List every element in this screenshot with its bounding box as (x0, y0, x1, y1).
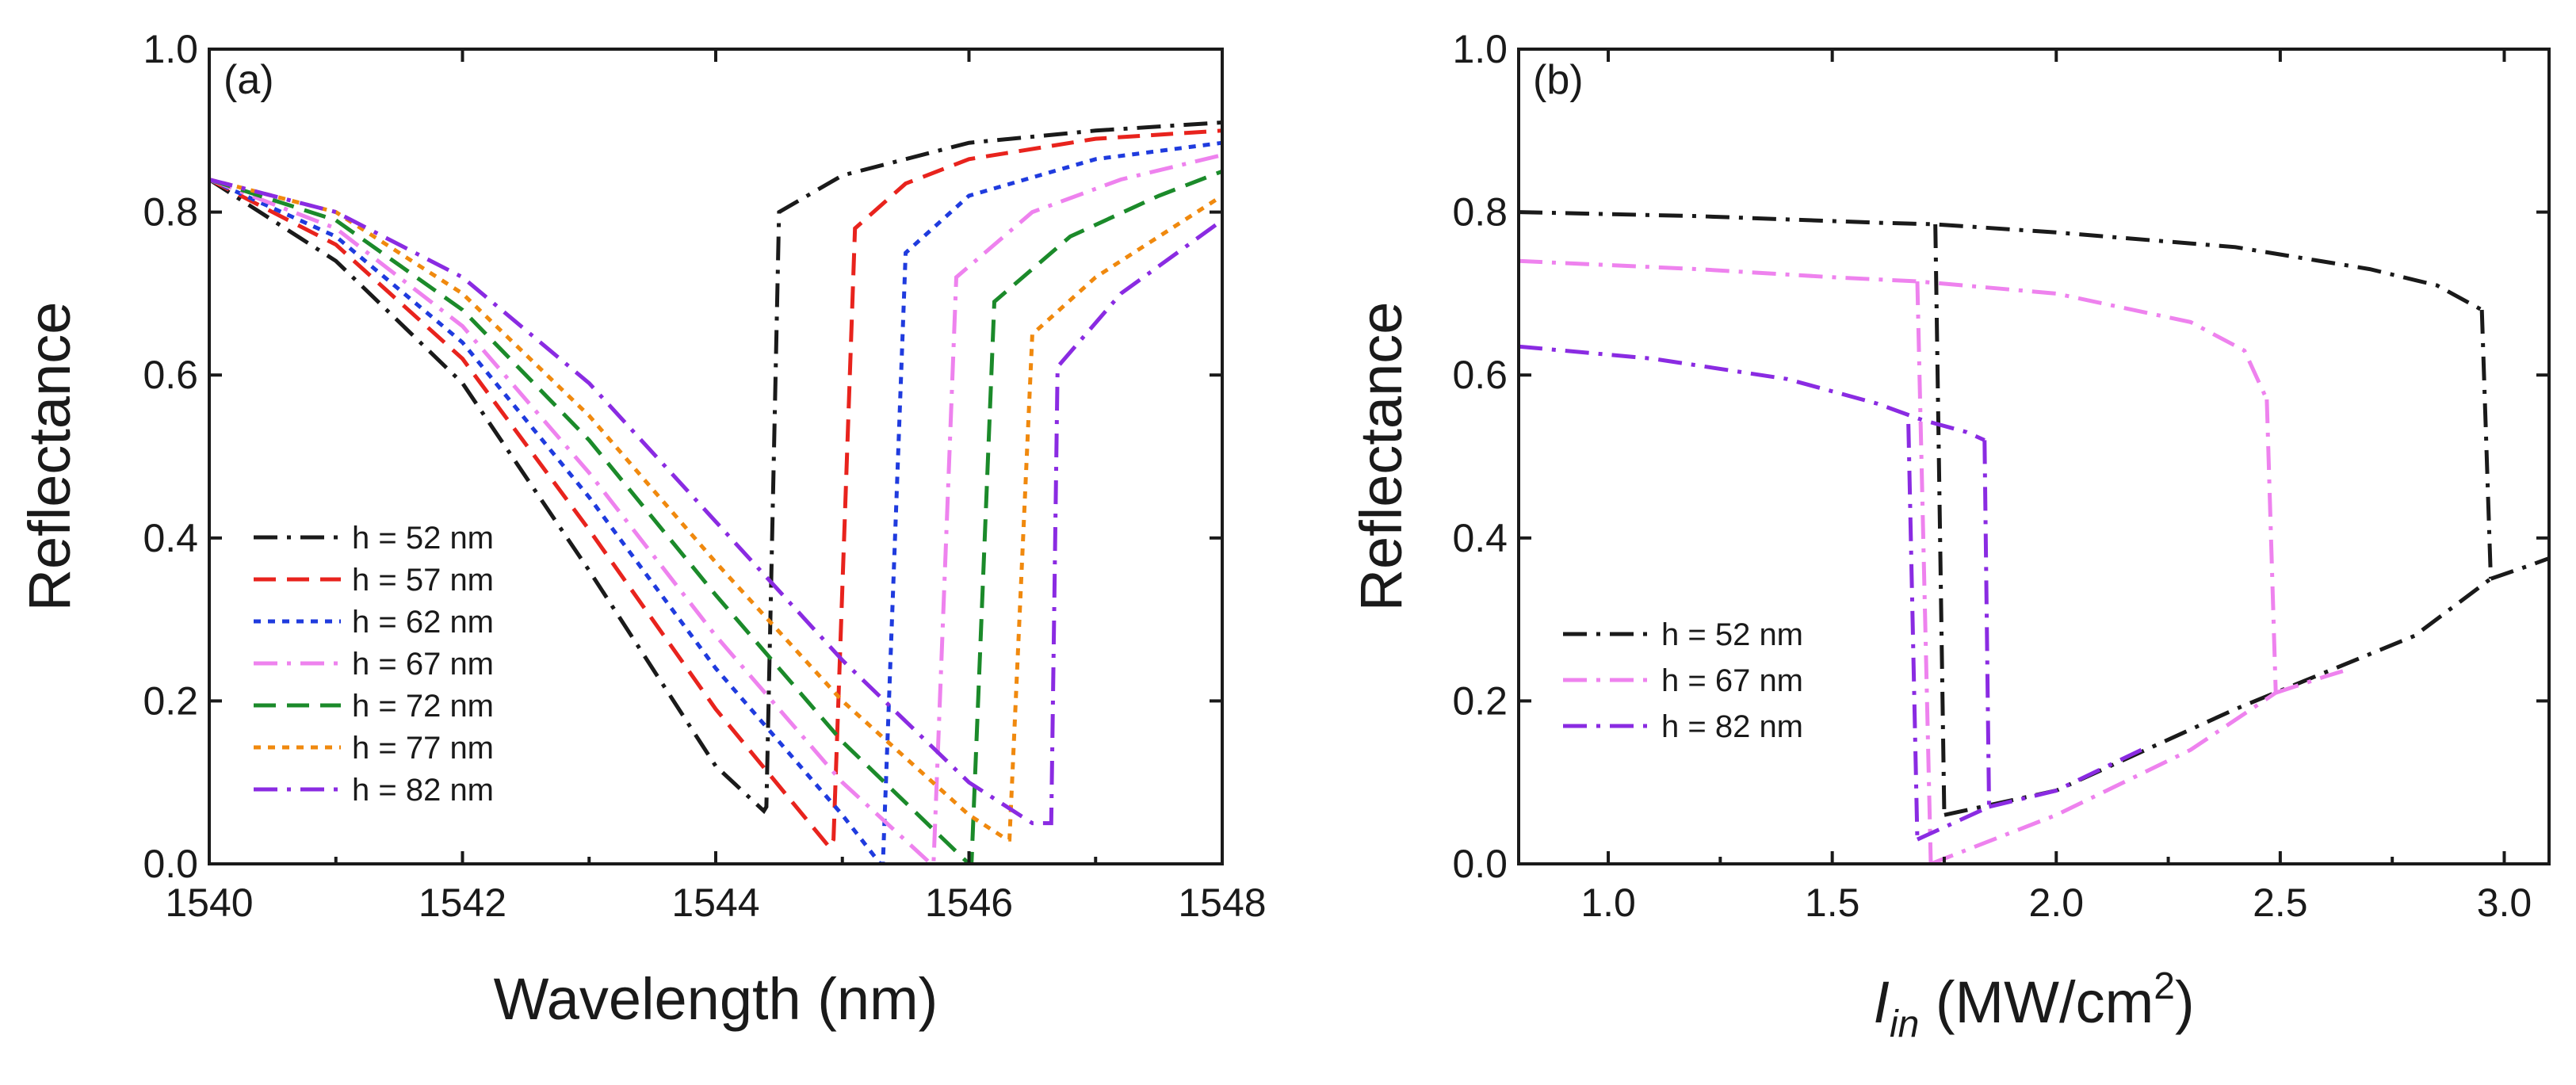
panel-b-xlabel-unit: (MW/cm (1919, 969, 2154, 1035)
panel-a-legend: h = 52 nm h = 57 nm h = 62 nm h = 67 nm h = … (254, 521, 494, 808)
panel-a-legend-label-6: h = 82 nm (352, 773, 494, 808)
panel-a-ylabel: Reflectance (17, 302, 82, 612)
panel-b-series-2-line-seg-0 (1519, 344, 1986, 442)
panel-b-series-lines (1519, 210, 2549, 864)
panel-b: 1.0 1.5 2.0 2.5 3.0 0.0 0.2 0.4 0.6 0.8 1.0 (b) Re… (1348, 27, 2551, 1045)
panel-a-legend-label-2: h = 62 nm (352, 605, 494, 640)
panel-a-xtick-label: 1542 (419, 881, 506, 925)
panel-a-xtick-label: 1548 (1178, 881, 1266, 925)
panel-a-legend-label-1: h = 57 nm (352, 563, 494, 598)
panel-b-ytick-label: 0.0 (1452, 842, 1508, 886)
panel-a-xtick-label: 1540 (165, 881, 253, 925)
panel-b-series-0-line-seg-3 (1933, 223, 1947, 816)
panel-b-series-0-line-seg-2 (2490, 556, 2549, 581)
panel-b-series-0-line-seg-1 (2479, 309, 2493, 579)
panel-a-ytick-label: 0.2 (143, 678, 198, 723)
panel-b-ytick-label: 0.8 (1452, 190, 1508, 235)
panel-a-ytick-label: 0.0 (143, 842, 198, 886)
panel-b-series-0-line-seg-0 (1519, 210, 2483, 312)
panel-b-ticks: 1.0 1.5 2.0 2.5 3.0 0.0 0.2 0.4 0.6 0.8 1.0 (1452, 27, 2549, 925)
panel-b-xlabel-superscript: 2 (2154, 965, 2175, 1007)
panel-a-ytick-label: 0.8 (143, 190, 198, 235)
panel-b-xtick-label: 3.0 (2477, 881, 2532, 925)
panel-b-xtick-label: 1.0 (1580, 881, 1636, 925)
panel-b-xtick-label: 2.5 (2253, 881, 2308, 925)
panel-a-series-6-line (209, 178, 1222, 826)
panel-b-label: (b) (1533, 57, 1584, 103)
panel-a-ytick-label: 0.6 (143, 353, 198, 397)
panel-b-series-1-line-seg-0 (1519, 258, 2269, 401)
panel-b-plot-frame (1517, 48, 2551, 865)
panel-b-xlabel-symbol: I (1873, 969, 1890, 1035)
panel-b-ytick-label: 0.4 (1452, 516, 1508, 560)
panel-b-ylabel: Reflectance (1348, 302, 1414, 612)
panel-b-series-2-line-seg-3 (1906, 423, 1920, 840)
panel-b-series-2-line-seg-2 (1988, 747, 2142, 809)
panel-a-legend-label-3: h = 67 nm (352, 647, 494, 682)
panel-b-legend-label-0: h = 52 nm (1661, 617, 1803, 652)
panel-a: 1540 1542 1544 1546 1548 0.0 0.2 0.4 0.6 0.8 1.0 (… (17, 27, 1267, 1032)
panel-a-legend-label-0: h = 52 nm (352, 521, 494, 556)
panel-b-series-1-line-seg-1 (2265, 399, 2278, 693)
panel-b-series-1-line-seg-4 (1930, 691, 2277, 864)
panel-a-ytick-label: 1.0 (143, 27, 198, 71)
panel-a-label: (a) (224, 57, 274, 103)
panel-b-xlabel: Iin (MW/cm2) (1873, 965, 2194, 1045)
panel-b-series-0-line-seg-4 (1943, 577, 2492, 817)
panel-a-series-4-line (209, 169, 1222, 864)
panel-b-series-1-line-seg-2 (2275, 666, 2353, 695)
panel-a-series-0-line (209, 120, 1222, 815)
panel-b-legend-label-2: h = 82 nm (1661, 709, 1803, 744)
panel-a-series-3-line (209, 153, 1222, 864)
panel-b-xtick-label: 1.5 (1805, 881, 1860, 925)
panel-a-ytick-label: 0.4 (143, 516, 198, 560)
panel-b-series-2-line-seg-1 (1982, 440, 1991, 808)
panel-b-ytick-label: 0.6 (1452, 353, 1508, 397)
panel-b-series-1-line-seg-3 (1915, 281, 1933, 864)
panel-a-ticks: 1540 1542 1544 1546 1548 0.0 0.2 0.4 0.6 0.8 1.0 (143, 27, 1266, 925)
panel-a-series-lines (209, 120, 1222, 864)
panel-b-xtick-label: 2.0 (2029, 881, 2085, 925)
panel-a-legend-label-4: h = 72 nm (352, 689, 494, 724)
panel-a-xtick-label: 1546 (925, 881, 1013, 925)
panel-b-legend: h = 52 nm h = 67 nm h = 82 nm (1563, 617, 1803, 744)
panel-a-xlabel: Wavelength (nm) (494, 966, 938, 1032)
panel-a-legend-label-5: h = 77 nm (352, 731, 494, 766)
panel-a-series-1-line (209, 128, 1222, 852)
panel-a-series-2-line (209, 140, 1222, 864)
panel-b-legend-label-1: h = 67 nm (1661, 663, 1803, 698)
panel-b-xlabel-subscript: in (1890, 1003, 1919, 1045)
panel-b-ytick-label: 0.2 (1452, 678, 1508, 723)
panel-b-xlabel-close: ) (2175, 969, 2195, 1035)
panel-a-xtick-label: 1544 (671, 881, 759, 925)
panel-b-series-2-line-seg-4 (1916, 804, 1990, 842)
panel-b-ytick-label: 1.0 (1452, 27, 1508, 71)
